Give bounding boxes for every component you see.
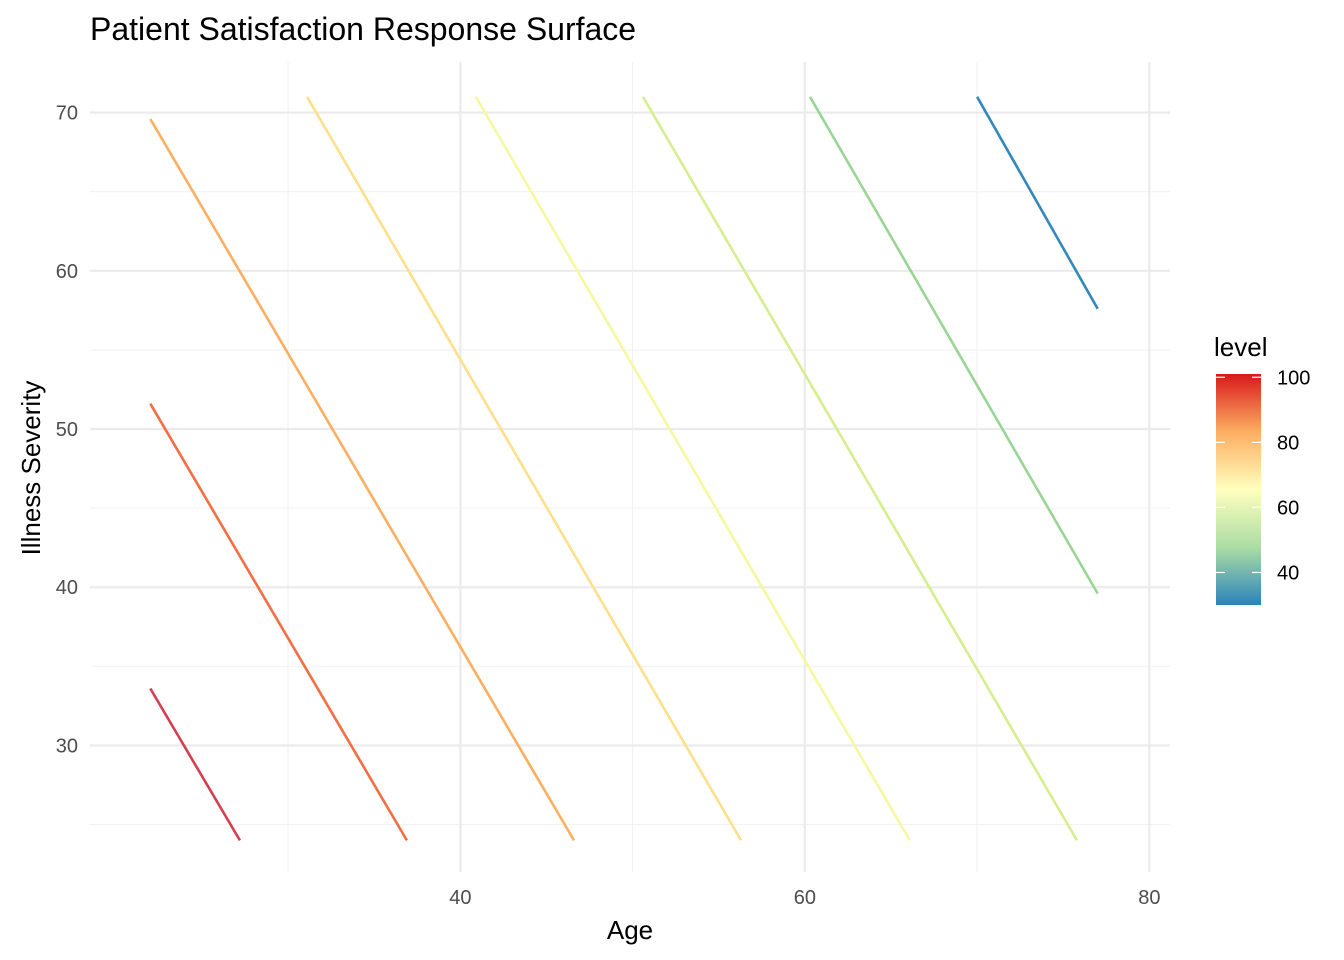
contour-line-level-100: [149, 687, 242, 842]
legend-tick-label: 100: [1277, 367, 1310, 389]
contour-line-level-80: [149, 118, 576, 842]
legend: level 40 60 80 100: [1214, 332, 1310, 605]
contour-line-level-60: [474, 96, 912, 842]
x-axis-ticks: 40 60 80: [449, 887, 1160, 909]
contour-line-level-50: [641, 96, 1079, 842]
y-axis-title: Illness Severity: [16, 381, 46, 556]
x-tick-label: 40: [449, 887, 471, 909]
y-tick-label: 50: [56, 419, 78, 441]
contour-lines: [149, 96, 1099, 842]
legend-title: level: [1214, 332, 1267, 362]
y-axis-ticks: 30 40 50 60 70: [56, 103, 78, 758]
x-axis-title: Age: [607, 915, 653, 945]
contour-line-level-40: [808, 96, 1099, 595]
y-tick-label: 40: [56, 577, 78, 599]
legend-tick-label: 60: [1277, 497, 1299, 519]
y-tick-label: 60: [56, 261, 78, 283]
x-tick-label: 60: [794, 887, 816, 909]
legend-ticks: 40 60 80 100: [1216, 367, 1310, 584]
legend-tick-label: 80: [1277, 432, 1299, 454]
y-tick-label: 70: [56, 103, 78, 125]
legend-tick-label: 40: [1277, 562, 1299, 584]
chart-title: Patient Satisfaction Response Surface: [90, 11, 636, 47]
contour-line-level-90: [149, 403, 409, 842]
contour-line-level-70: [305, 96, 743, 842]
x-tick-label: 80: [1138, 887, 1160, 909]
y-tick-label: 30: [56, 735, 78, 757]
legend-colorbar: [1216, 374, 1261, 605]
grid: [90, 62, 1170, 872]
contour-line-level-30: [975, 96, 1099, 310]
